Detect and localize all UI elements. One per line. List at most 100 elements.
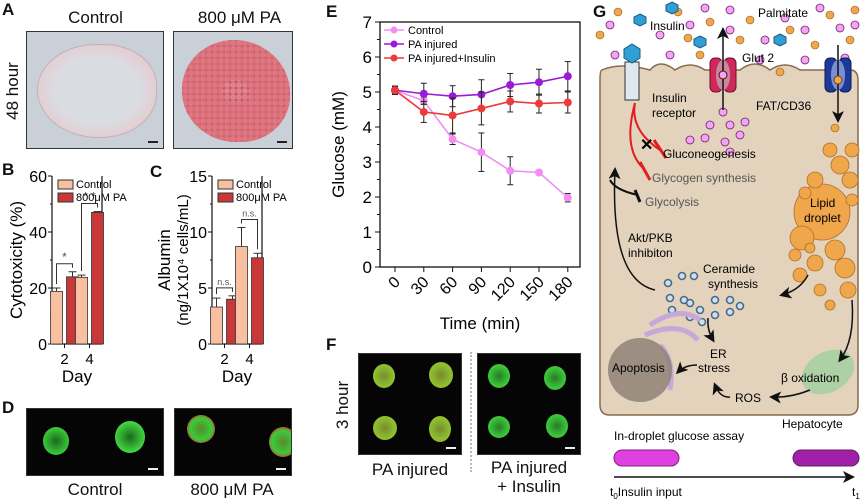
ceramide-molecule	[735, 301, 745, 311]
lipid-droplet	[806, 254, 824, 272]
lipid-droplets	[788, 142, 860, 311]
glucose-molecule	[685, 20, 695, 30]
x-tick-label: 60	[437, 274, 462, 299]
spheroid	[429, 362, 453, 388]
lipid-droplet	[788, 248, 802, 262]
lipid-droplet	[844, 142, 860, 158]
ceramide-arrow	[779, 274, 809, 299]
x-axis-label: Day	[222, 367, 253, 386]
significance-bracket	[241, 219, 258, 250]
x-tick-label: 2	[60, 351, 68, 368]
panel-label-e: E	[326, 2, 338, 21]
fat-cd36-transporter-icon	[824, 45, 852, 123]
lipid-droplet	[792, 267, 808, 283]
data-point	[535, 78, 543, 87]
significance-bracket	[81, 203, 98, 272]
panel-f-row-label-wrap: 3 hour	[332, 355, 354, 455]
apoptosis-nucleus	[608, 338, 672, 402]
legend-label: Control	[76, 179, 111, 191]
label-receptor-2: receptor	[652, 106, 696, 120]
y-tick-label: 60	[29, 169, 47, 186]
significance-bracket	[56, 263, 73, 284]
legend-label: 800μM PA	[76, 192, 127, 204]
ceramide-molecule	[725, 307, 735, 317]
fluorescence-d-control	[26, 408, 164, 476]
label-lipid-1: Lipid	[810, 196, 835, 210]
ceramide-molecule	[663, 278, 673, 288]
scale-bar	[446, 447, 456, 449]
ros-er-arrow	[712, 382, 731, 398]
legend-label: Control	[236, 179, 271, 191]
glucose-molecule	[700, 133, 710, 143]
legend-swatch	[217, 192, 234, 203]
data-point	[506, 81, 515, 89]
data-point	[419, 89, 428, 98]
palmitate-molecule	[735, 35, 745, 45]
ceramide-er-arrow	[703, 317, 715, 343]
legend-marker	[390, 40, 398, 48]
glucose-molecule	[725, 25, 735, 35]
panel-f-col-pa: PA injured	[371, 460, 449, 479]
significance-bracket	[216, 287, 233, 295]
divider	[470, 352, 472, 472]
data-point	[535, 168, 543, 177]
y-tick-label: 4	[363, 118, 372, 137]
label-insulin: Insulin	[650, 19, 685, 33]
palmitate-molecule	[695, 50, 705, 60]
palmitate-molecule	[830, 123, 840, 133]
y-axis-label: Cytotoxicity (%)	[7, 201, 26, 319]
y-tick-label: 3	[363, 153, 372, 172]
ceramide-molecule	[710, 295, 720, 305]
schematic-g: ✕ Insulin Palmitate Glut 2 FAT/CD36 Insu…	[595, 1, 860, 501]
insulin-hexagon-icon	[623, 43, 641, 64]
ros-arrow	[769, 389, 811, 404]
label-hepatocyte: Hepatocyte	[782, 417, 843, 431]
akt-arrow	[608, 167, 656, 291]
lipid-droplet	[804, 242, 816, 254]
inhibition-bar	[652, 139, 668, 159]
er-apoptosis-arrow	[675, 361, 698, 375]
ceramide-molecule	[725, 295, 735, 305]
ceramide-molecule	[665, 293, 675, 303]
palmitate-molecule	[775, 67, 785, 77]
label-glycogen: Glycogen synthesis	[652, 171, 756, 185]
panel-f-col-insulin-line1: PA injured	[490, 458, 568, 477]
glucose-molecule	[850, 20, 860, 30]
data-point	[448, 135, 457, 144]
data-point	[477, 148, 486, 157]
lipid-droplet	[806, 171, 824, 189]
spheroid	[546, 414, 568, 438]
panel-f-row-label: 3 hour	[333, 380, 352, 430]
data-point	[448, 111, 457, 120]
label-t0: t0Insulin input	[610, 485, 683, 501]
scale-bar	[148, 141, 158, 143]
glucose-molecule	[735, 130, 745, 140]
insulin-molecule	[665, 1, 679, 15]
glucose-molecule	[740, 117, 750, 127]
y-tick-label: 10	[189, 225, 207, 242]
fluorescence-f-insulin	[477, 353, 581, 455]
panel-a-row-label: 48 hour	[3, 62, 22, 120]
spheroid-control	[37, 44, 157, 138]
bar	[50, 290, 63, 345]
label-beta-oxidation: β oxidation	[781, 371, 839, 385]
glucose-molecule	[800, 25, 810, 35]
glucose-molecule	[605, 20, 615, 30]
significance-label: n.s.	[217, 277, 232, 287]
spheroid	[544, 366, 566, 390]
x-tick-label: 120	[488, 274, 519, 305]
insulin-molecule	[773, 33, 787, 47]
label-fat: FAT/CD36	[756, 99, 811, 113]
palmitate-molecule	[825, 10, 835, 20]
spheroid	[269, 427, 291, 457]
label-gluconeogenesis: Gluconeogenesis	[663, 147, 756, 161]
block-cross-icon: ✕	[640, 137, 653, 154]
fluorescence-f-pa	[358, 353, 462, 455]
bar	[251, 257, 264, 345]
legend-swatch	[217, 179, 234, 190]
glucose-molecule	[665, 50, 675, 60]
lipid-droplet	[824, 239, 846, 261]
palmitate-molecule	[683, 33, 693, 43]
